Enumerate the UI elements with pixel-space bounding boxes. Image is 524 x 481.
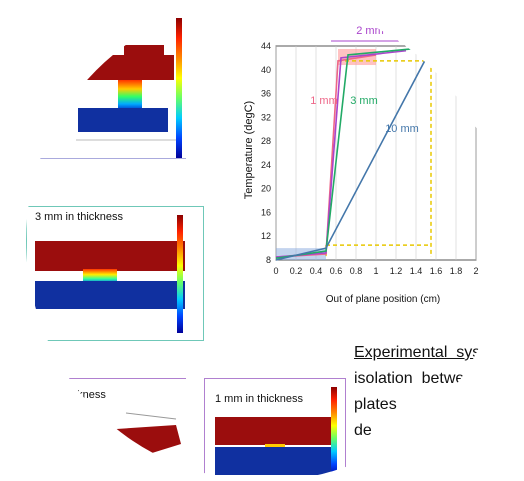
text-line-1: Experimental syst xyxy=(354,344,485,361)
x-tick-label: 1.4 xyxy=(410,266,423,276)
y-tick-label: 36 xyxy=(261,89,271,99)
colorbar-middle-left xyxy=(177,215,183,333)
x-tick-label: 1 xyxy=(373,266,378,276)
series-annotation: 10 mm xyxy=(385,123,419,135)
series-annotation: 2 mm xyxy=(356,25,384,37)
simulation-panel-top-left xyxy=(26,0,186,159)
panel-label: thickness xyxy=(60,389,106,401)
t-shape-model xyxy=(74,45,176,141)
y-tick-label: 44 xyxy=(261,41,271,51)
tilted-plate-model xyxy=(86,412,181,461)
circular-crop: 3 mm in thickness thickness xyxy=(26,0,504,481)
simulation-panel-bottom-center: 1 mm in thickness xyxy=(204,378,346,481)
chart-series xyxy=(275,48,439,261)
series-annotation: 1 mm xyxy=(310,95,338,107)
simulation-panel-bottom-left: thickness xyxy=(26,378,186,481)
x-tick-label: 1.6 xyxy=(430,266,443,276)
plates-model-thin xyxy=(215,417,333,475)
temperature-chart: 0 0.2 0.4 0.6 0.8 1 1.2 1.4 1.6 1.8 28121620242832… xyxy=(243,25,479,305)
y-tick-label: 20 xyxy=(261,184,271,194)
series-annotation: 3 mm xyxy=(350,95,378,107)
text-line-4: de xyxy=(354,422,372,439)
x-tick-label: 0.4 xyxy=(310,266,323,276)
x-tick-label: 0.2 xyxy=(290,266,303,276)
chart-annotations: 1 mm 2 mm 3 mm 10 mm xyxy=(310,25,419,135)
x-tick-label: 0.8 xyxy=(350,266,363,276)
y-tick-label: 40 xyxy=(261,65,271,75)
text-line-2: isolation betwe xyxy=(354,370,465,387)
panel-label: 1 mm in thickness xyxy=(215,393,304,405)
simulation-panel-middle-left: 3 mm in thickness xyxy=(26,206,204,341)
y-tick-label: 24 xyxy=(261,160,271,170)
y-tick-label: 32 xyxy=(261,112,271,122)
x-axis-label: Out of plane position (cm) xyxy=(326,294,441,305)
y-tick-label: 8 xyxy=(266,255,271,265)
y-tick-label: 12 xyxy=(261,231,271,241)
x-tick-label: 1.8 xyxy=(450,266,463,276)
x-tick-label: 1.2 xyxy=(390,266,403,276)
series-line xyxy=(275,48,439,261)
y-tick-label: 28 xyxy=(261,136,271,146)
experimental-text: Experimental syst isolation betwe plates… xyxy=(354,340,485,444)
colorbar-bottom-center xyxy=(331,387,337,477)
y-axis-label: Temperature (degC) xyxy=(243,101,255,199)
x-tick-label: 2 xyxy=(473,266,478,276)
x-tick-label: 0 xyxy=(273,266,278,276)
colorbar-top-left xyxy=(176,18,182,158)
x-tick-label: 0.6 xyxy=(330,266,343,276)
text-line-3: plates xyxy=(354,396,397,413)
panel-label: 3 mm in thickness xyxy=(35,211,124,223)
y-tick-label: 16 xyxy=(261,207,271,217)
plates-model xyxy=(35,241,185,309)
chart-ticks: 0 0.2 0.4 0.6 0.8 1 1.2 1.4 1.6 1.8 28121620242832… xyxy=(261,41,479,276)
